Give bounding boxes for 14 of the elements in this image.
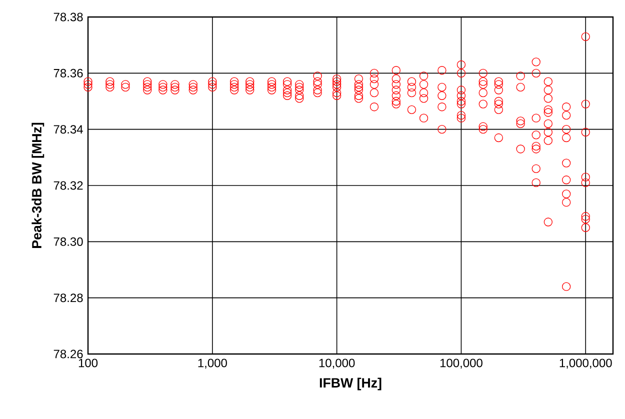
x-tick-label: 1,000,000 bbox=[560, 358, 612, 369]
y-tick-label: 78.28 bbox=[54, 294, 83, 302]
x-tick-label: 10,000 bbox=[319, 358, 355, 369]
y-tick-label: 78.36 bbox=[54, 68, 83, 78]
x-axis-title: IFBW [Hz] bbox=[320, 378, 382, 390]
y-tick-label: 78.38 bbox=[54, 12, 83, 22]
y-tick-label: 78.30 bbox=[54, 237, 83, 246]
y-tick-label: 78.26 bbox=[54, 350, 83, 358]
x-tick-label: 100,000 bbox=[440, 358, 482, 369]
x-tick-label: 1,000 bbox=[198, 358, 227, 369]
x-tick-label: 100 bbox=[78, 358, 98, 368]
y-axis-title: Peak-3dB BW [MHz] bbox=[32, 122, 44, 248]
y-tick-label: 78.32 bbox=[54, 181, 83, 190]
y-tick-label: 78.34 bbox=[54, 125, 83, 134]
